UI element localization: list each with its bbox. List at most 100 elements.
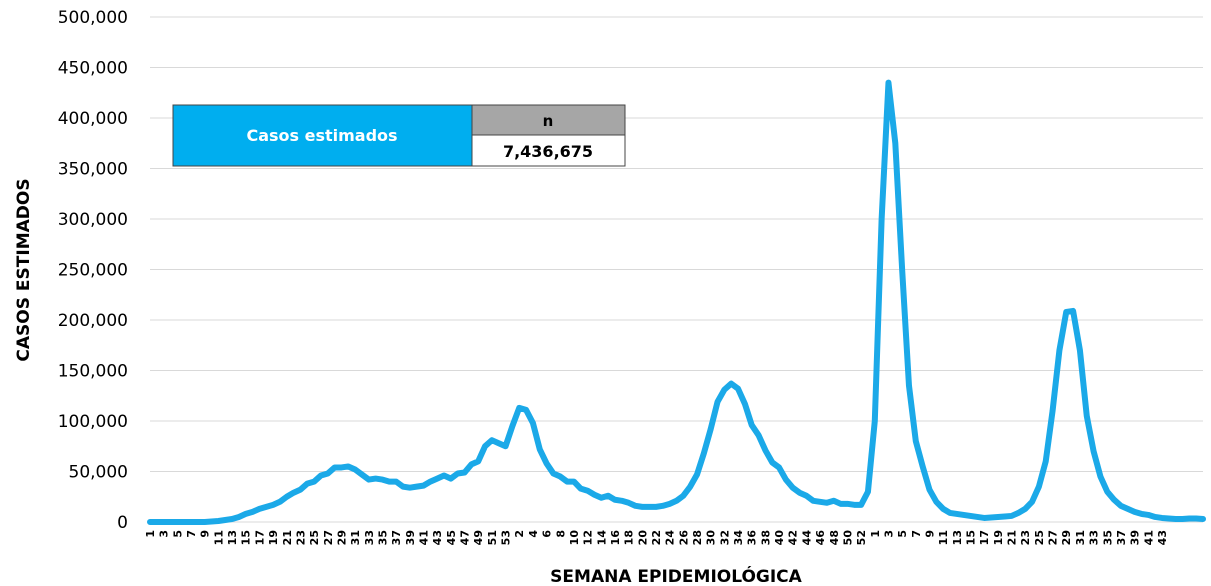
x-tick-label: 15 [240,530,253,545]
x-tick-label: 25 [308,530,321,545]
x-tick-label: 51 [486,530,499,545]
x-tick-label: 27 [322,530,335,545]
x-tick-label: 9 [923,530,936,538]
x-axis-title: SEMANA EPIDEMIOLÓGICA [550,565,802,586]
y-tick-label: 50,000 [69,463,128,483]
x-tick-label: 1 [144,530,157,538]
x-tick-label: 18 [623,530,636,545]
x-tick-label: 46 [814,530,827,546]
x-tick-label: 39 [1129,530,1142,545]
x-tick-label: 35 [376,530,389,545]
x-tick-label: 30 [705,530,718,546]
x-tick-label: 21 [1006,530,1019,545]
x-tick-label: 5 [171,530,184,538]
summary-label-cell [172,104,473,167]
y-axis-title: CASOS ESTIMADOS [14,178,34,361]
x-tick-label: 29 [335,530,348,545]
x-tick-label: 34 [732,530,745,546]
x-tick-label: 31 [1074,530,1087,545]
x-tick-label: 17 [253,530,266,545]
y-tick-label: 200,000 [58,311,128,331]
summary-value-cell [471,134,626,167]
y-tick-label: 350,000 [58,160,128,180]
x-tick-label: 20 [636,530,649,546]
y-tick-label: 250,000 [58,261,128,281]
x-tick-label: 13 [951,530,964,545]
x-tick-label: 21 [281,530,294,545]
x-tick-label: 22 [650,530,663,545]
x-tick-label: 35 [1101,530,1114,545]
x-tick-label: 7 [185,530,198,538]
x-tick-label: 44 [800,530,813,546]
x-tick-label: 33 [363,530,376,545]
summary-header: n [543,112,554,130]
x-tick-label: 19 [267,530,280,545]
x-tick-label: 27 [1047,530,1060,545]
x-tick-label: 40 [773,530,786,546]
y-tick-label: 450,000 [58,59,128,79]
y-tick-label: 400,000 [58,109,128,129]
x-tick-label: 15 [965,530,978,545]
y-tick-label: 300,000 [58,210,128,230]
x-tick-label: 26 [677,530,690,546]
x-tick-label: 3 [882,530,895,538]
x-tick-label: 41 [418,530,431,545]
x-tick-label: 43 [1156,530,1169,545]
x-tick-label: 52 [855,530,868,545]
x-tick-label: 45 [445,530,458,545]
x-tick-label: 9 [199,530,212,538]
x-tick-label: 14 [595,530,608,546]
x-tick-label: 32 [718,530,731,545]
summary-table: Casos estimados n 7,436,675 [172,104,626,167]
x-tick-label: 11 [937,530,950,545]
x-tick-label: 10 [568,530,581,546]
x-tick-label: 1 [869,530,882,538]
series-line [147,79,1206,525]
x-tick-label: 24 [664,530,677,546]
x-tick-label: 17 [978,530,991,545]
x-tick-label: 49 [472,530,485,545]
x-axis-ticks: 1 3 5 7 9 11 13 15 17 19 21 23 25 27 29 31 33 35 37 39 41 43 4… [144,530,1169,546]
x-tick-label: 13 [226,530,239,545]
x-tick-label: 42 [787,530,800,545]
x-tick-label: 39 [404,530,417,545]
x-tick-label: 6 [541,530,554,538]
summary-header-cell [471,104,626,136]
y-axis-ticks: 0 50,000 100,000 150,000 200,000 250,000 300,0… [58,8,128,533]
x-tick-label: 11 [212,530,225,545]
x-tick-label: 2 [513,530,526,538]
y-tick-label: 500,000 [58,8,128,28]
x-tick-label: 41 [1142,530,1155,545]
x-tick-label: 37 [1115,530,1128,545]
x-tick-label: 12 [582,530,595,545]
x-tick-label: 7 [910,530,923,538]
x-tick-label: 8 [554,530,567,538]
x-tick-label: 23 [1019,530,1032,545]
x-tick-label: 48 [828,530,841,545]
y-tick-label: 150,000 [58,362,128,382]
x-tick-label: 5 [896,530,909,538]
x-tick-label: 29 [1060,530,1073,545]
x-tick-label: 4 [527,530,540,538]
summary-value: 7,436,675 [503,142,593,161]
x-tick-label: 19 [992,530,1005,545]
x-tick-label: 31 [349,530,362,545]
gridlines [150,16,1203,472]
x-tick-label: 28 [691,530,704,545]
summary-label: Casos estimados [246,126,397,145]
x-tick-label: 43 [431,530,444,545]
x-tick-label: 47 [459,530,472,545]
x-tick-label: 38 [759,530,772,545]
x-tick-label: 3 [158,530,171,538]
y-tick-label: 100,000 [58,412,128,432]
x-tick-label: 33 [1088,530,1101,545]
x-tick-label: 16 [609,530,622,546]
y-tick-label: 0 [117,513,128,533]
x-tick-label: 53 [500,530,513,545]
x-tick-label: 23 [294,530,307,545]
x-tick-label: 50 [841,530,854,546]
x-tick-label: 37 [390,530,403,545]
x-tick-label: 25 [1033,530,1046,545]
x-tick-label: 36 [746,530,759,546]
